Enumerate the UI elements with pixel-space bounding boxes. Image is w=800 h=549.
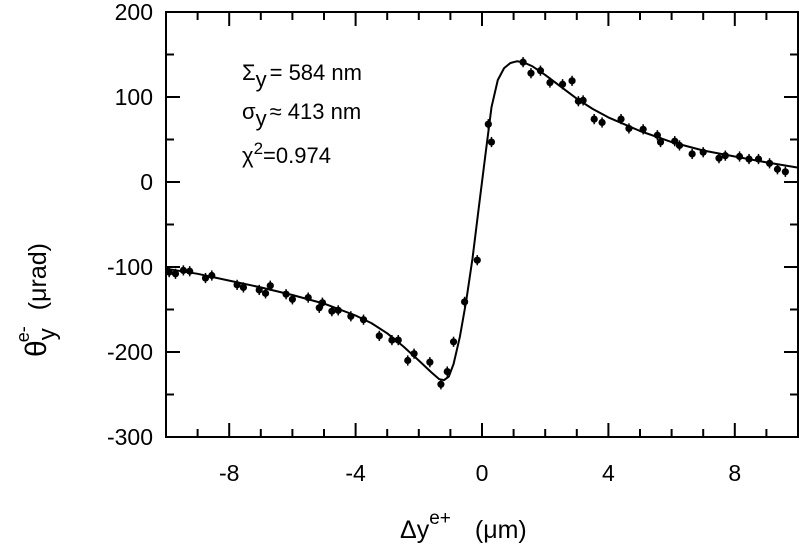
data-point [558,80,567,88]
y-tick-label: -300 [107,424,153,450]
data-point [282,290,290,298]
y-axis-symbol: θ [20,340,53,357]
y-tick-label: -200 [107,339,153,365]
data-point [201,274,210,282]
data-point [186,267,194,275]
x-axis-sup: e+ [429,508,451,529]
y-axis-unit: (μrad) [24,243,52,310]
data-point [688,150,696,158]
annotation-symbol: χ [242,143,254,168]
x-tick-label: 0 [476,460,489,486]
data-point [699,148,707,156]
data-point [617,115,625,123]
y-tick-label: 100 [115,84,153,110]
y-axis-sub: y [34,328,61,340]
data-point [487,138,496,146]
y-tick-label: 0 [140,169,153,195]
x-axis-symbol: Δy [400,516,430,544]
data-point [266,282,274,290]
annotation-symbol: Σ [242,60,256,85]
annotation-value: ≈ 413 nm [270,99,362,124]
y-tick-label: -100 [107,254,153,280]
x-tick-label: 8 [728,460,741,486]
data-point [288,295,296,303]
data-point [579,96,587,104]
annotation-value: =0.974 [263,143,331,168]
data-point [721,152,729,160]
y-tick-label: 200 [115,0,153,25]
data-point [765,159,774,167]
data-point [484,120,492,128]
data-point [334,306,342,314]
annotation-value: = 584 nm [270,60,362,85]
data-point [318,299,327,307]
data-point [239,283,248,291]
x-axis-unit: (μm) [475,516,527,544]
y-axis-label: θye- (μrad) [13,243,61,357]
data-point [165,268,173,276]
data-point [328,307,336,315]
data-point [735,152,744,161]
data-point [527,69,535,77]
x-tick-label: 4 [602,460,615,486]
data-point [653,131,661,139]
data-point [754,155,763,163]
data-point [781,168,789,176]
data-point [656,138,665,146]
data-point [426,358,434,366]
y-axis-sup: e- [13,326,33,342]
data-point [375,332,383,340]
data-point [437,380,445,388]
data-point [261,289,270,297]
data-point [461,298,469,306]
data-point [404,356,412,365]
data-point [410,350,418,358]
data-point [255,286,263,294]
data-point [347,312,355,320]
data-point [773,165,782,173]
data-point [449,338,458,346]
x-tick-label: -8 [219,460,239,486]
data-point [568,77,576,85]
data-point [625,124,633,133]
data-point [394,336,402,344]
data-point [675,141,684,150]
data-point [443,367,451,376]
data-point [715,154,723,162]
x-axis-label: Δye+ (μm) [400,508,527,544]
data-point [179,266,187,274]
data-point [745,155,753,163]
data-point [598,118,606,127]
data-point [671,137,679,145]
data-point [233,281,241,289]
data-point [359,316,368,324]
data-point [546,78,554,87]
data-point [171,270,180,278]
data-point [473,256,481,264]
data-point [590,115,598,123]
x-tick-label: -4 [345,460,366,486]
annotation-chi-squared: χ2=0.974 [242,139,331,168]
annotation-sigma-small: σy ≈ 413 nm [242,99,361,131]
data-point [639,125,647,133]
data-point [536,67,545,75]
annotation-sup: 2 [254,139,263,158]
data-point [304,294,312,302]
annotation-sub: y [256,106,267,131]
data-point [208,271,216,280]
annotation-sub: y [256,67,267,92]
annotation-symbol: σ [242,99,256,124]
data-point [519,58,527,66]
annotation-sigma-big: Σy = 584 nm [242,60,362,92]
data-point [388,336,396,344]
